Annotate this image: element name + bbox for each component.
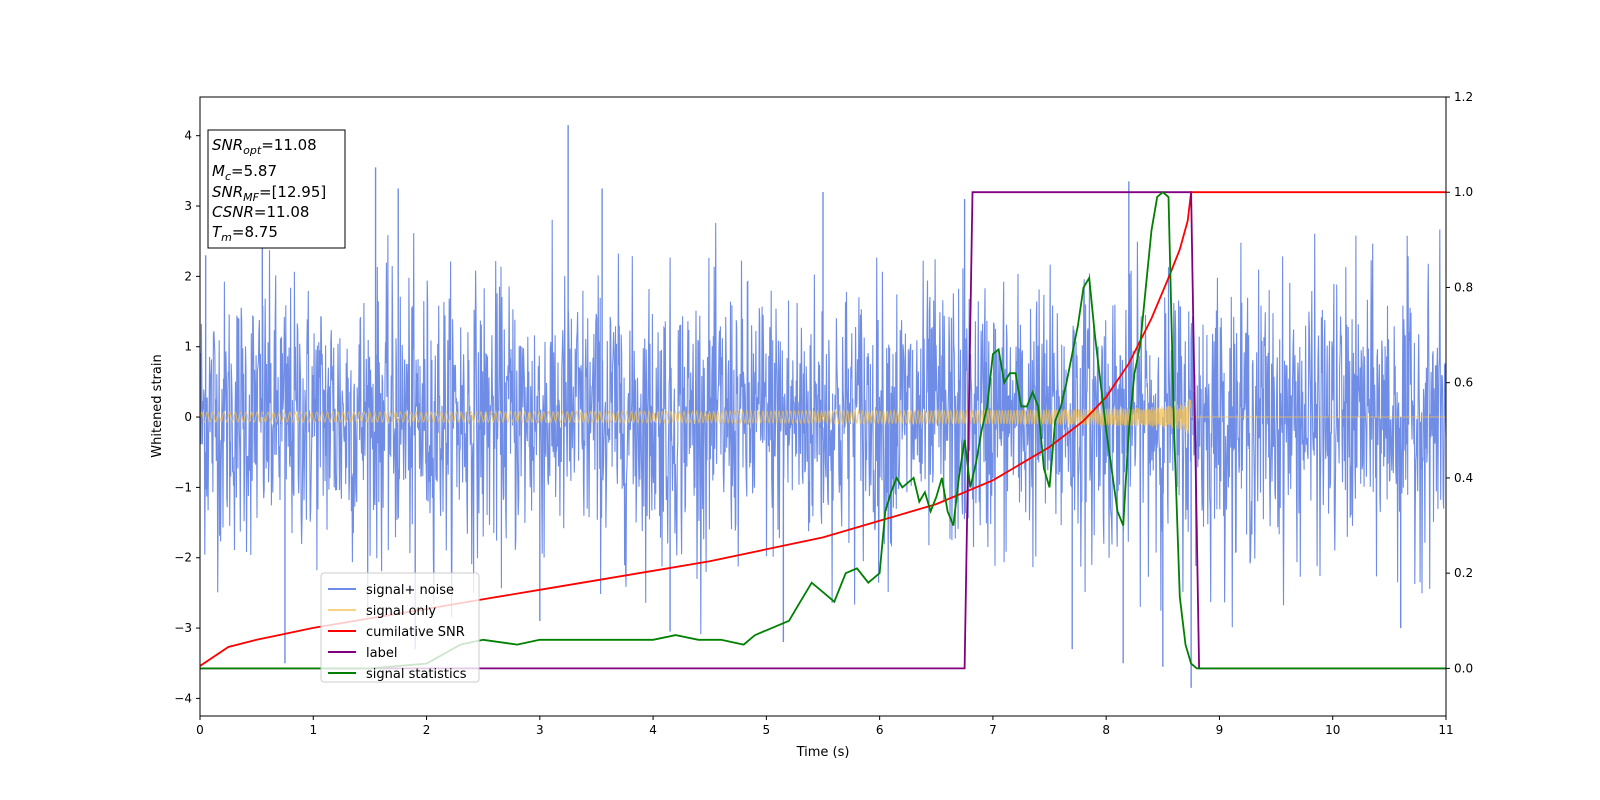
plot-frame	[199, 96, 1447, 717]
x-tick-label: 10	[1325, 723, 1340, 737]
legend-label: signal only	[366, 604, 436, 619]
noise-series	[200, 125, 1446, 688]
legend-label: signal+ noise	[366, 583, 454, 598]
annotation-symbol: T	[212, 223, 223, 241]
annotation-symbol: CSNR	[212, 203, 254, 221]
y-tick-label: 0	[184, 410, 192, 424]
annotation-line: Mc=5.87	[212, 162, 277, 183]
y-axis-left: −4 −3 −2 −1 0 1 2 3 4	[174, 129, 200, 705]
y-axis-label: Whitened strain	[150, 354, 165, 457]
x-tick-label: 0	[196, 723, 204, 737]
x-tick-label: 3	[536, 723, 544, 737]
x-tick-label: 9	[1216, 723, 1224, 737]
y-tick-label: 3	[184, 199, 192, 213]
y-tick-label: 1	[184, 340, 192, 354]
y-axis-right: 0.0 0.2 0.4 0.6 0.8 1.0 1.2	[1446, 90, 1473, 675]
y-tick-label: 4	[184, 129, 192, 143]
annotation-symbol: M	[212, 162, 225, 180]
y2-tick-label: 0.6	[1454, 376, 1473, 390]
x-tick-label: 11	[1438, 723, 1453, 737]
x-tick-label: 4	[649, 723, 657, 737]
y2-tick-label: 0.4	[1454, 471, 1473, 485]
x-tick-label: 6	[876, 723, 884, 737]
annotation-line: SNRMF=[12.95]	[212, 183, 326, 204]
annotation-subscript: c	[225, 170, 231, 183]
noise-line	[200, 219, 1446, 635]
y-tick-label: −4	[174, 691, 192, 705]
y-tick-label: −1	[174, 480, 192, 494]
y-tick-label: −3	[174, 621, 192, 635]
annotation-line: CSNR=11.08	[212, 203, 309, 221]
x-tick-label: 1	[309, 723, 317, 737]
x-tick-label: 5	[763, 723, 771, 737]
signal-statistics-line	[200, 191, 1446, 670]
x-axis-label: Time (s)	[796, 745, 850, 760]
signal-statistics-series	[200, 191, 1446, 670]
snr-annotation-box: SNRopt=11.08Mc=5.87SNRMF=[12.95]CSNR=11.…	[207, 129, 346, 249]
legend: signal+ noise signal only cumilative SNR la…	[320, 572, 480, 683]
annotation-value: =5.87	[231, 162, 277, 180]
y2-tick-label: 0.8	[1454, 280, 1473, 294]
annotation-symbol: SNR	[212, 136, 243, 154]
signal-only-line	[200, 398, 1446, 434]
annotation-value: =[12.95]	[259, 183, 326, 201]
y2-tick-label: 0.2	[1454, 566, 1473, 580]
annotation-value: =8.75	[232, 223, 278, 241]
signal-only-series	[200, 398, 1446, 434]
legend-label: cumilative SNR	[366, 625, 465, 640]
annotation-symbol: SNR	[212, 183, 243, 201]
x-tick-label: 8	[1102, 723, 1110, 737]
annotation-line: SNRopt=11.08	[212, 136, 317, 157]
annotation-value: =11.08	[254, 203, 310, 221]
annotation-line: Tm=8.75	[212, 223, 278, 244]
y2-tick-label: 0.0	[1454, 661, 1473, 675]
x-tick-label: 7	[989, 723, 997, 737]
y2-tick-label: 1.0	[1454, 185, 1473, 199]
annotation-subscript: MF	[243, 191, 259, 204]
y2-tick-label: 1.2	[1454, 90, 1473, 104]
annotation-value: =11.08	[261, 136, 317, 154]
x-tick-label: 2	[423, 723, 431, 737]
y-tick-label: 2	[184, 269, 192, 283]
annotation-subscript: m	[221, 231, 232, 244]
plot-area	[200, 125, 1446, 688]
y-tick-label: −2	[174, 551, 192, 565]
x-axis: 0 1 2 3 4 5 6 7 8 9 10 11	[196, 716, 1454, 737]
legend-label: label	[366, 646, 397, 661]
legend-label: signal statistics	[366, 667, 467, 682]
annotation-subscript: opt	[243, 144, 262, 157]
